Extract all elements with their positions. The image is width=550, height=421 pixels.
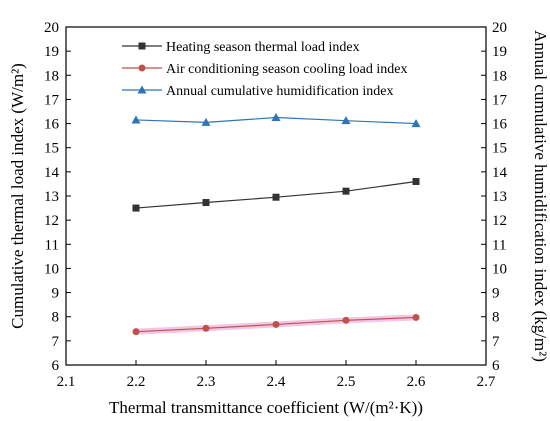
y-right-tick-label: 17 bbox=[492, 92, 508, 108]
data-point bbox=[342, 316, 350, 324]
data-point bbox=[202, 324, 210, 332]
y-left-tick-label: 20 bbox=[44, 20, 59, 36]
legend-label: Annual cumulative humidification index bbox=[166, 84, 393, 99]
legend: Heating season thermal load index Air con… bbox=[122, 40, 407, 99]
data-point bbox=[132, 328, 140, 336]
x-tick-label: 2.3 bbox=[197, 374, 216, 390]
y-right-tick-label: 13 bbox=[492, 189, 507, 205]
y-right-tick-label: 18 bbox=[492, 68, 507, 84]
data-point bbox=[272, 320, 280, 328]
data-point bbox=[137, 85, 147, 94]
legend-item: Air conditioning season cooling load ind… bbox=[122, 62, 407, 77]
data-point bbox=[342, 187, 350, 195]
y-right-tick-label: 9 bbox=[492, 286, 500, 302]
y-left-tick-label: 11 bbox=[45, 237, 59, 253]
y-left-tick-label: 17 bbox=[44, 92, 60, 108]
y-left-tick-label: 13 bbox=[44, 189, 59, 205]
data-point bbox=[412, 178, 420, 186]
y-left-tick-label: 18 bbox=[44, 68, 59, 84]
y-right-tick-label: 8 bbox=[492, 310, 500, 326]
data-point bbox=[201, 117, 211, 126]
y-left-tick-label: 12 bbox=[44, 213, 59, 229]
x-tick-label: 2.7 bbox=[477, 374, 496, 390]
y-left-tick-label: 6 bbox=[52, 358, 60, 374]
legend-item: Heating season thermal load index bbox=[122, 40, 360, 55]
data-point bbox=[271, 113, 281, 122]
plot-frame bbox=[65, 26, 487, 366]
data-point bbox=[412, 313, 420, 321]
y-left-tick-label: 7 bbox=[52, 334, 60, 350]
y-right-tick-label: 12 bbox=[492, 213, 507, 229]
x-tick-label: 2.6 bbox=[407, 374, 426, 390]
data-point bbox=[138, 42, 146, 50]
y-right-axis-title: Annual cumulative humidification index (… bbox=[531, 30, 550, 362]
data-point bbox=[132, 204, 140, 212]
y-right-tick-label: 7 bbox=[492, 334, 500, 350]
y-left-tick-label: 14 bbox=[44, 165, 60, 181]
legend-item: Annual cumulative humidification index bbox=[122, 84, 393, 99]
x-tick-label: 2.1 bbox=[57, 374, 76, 390]
data-point bbox=[272, 193, 280, 201]
data-point bbox=[341, 116, 351, 125]
series-2 bbox=[132, 313, 420, 336]
series-layer bbox=[131, 113, 421, 336]
y-right-tick-label: 16 bbox=[492, 117, 508, 133]
y-right-tick-label: 6 bbox=[492, 358, 500, 374]
y-left-tick-label: 9 bbox=[52, 286, 60, 302]
legend-label: Heating season thermal load index bbox=[166, 40, 360, 55]
y-left-tick-labels: 6 7 8 9 10 11 12 13 14 15 16 17 18 19 20 bbox=[44, 20, 60, 374]
x-tick-labels: 2.1 2.2 2.3 2.4 2.5 2.6 2.7 bbox=[57, 374, 496, 390]
y-right-tick-label: 14 bbox=[492, 165, 508, 181]
x-axis-title: Thermal transmittance coefficient (W/(m²… bbox=[109, 398, 423, 417]
data-point bbox=[131, 115, 141, 124]
y-right-tick-label: 15 bbox=[492, 141, 507, 157]
y-right-tick-label: 19 bbox=[492, 44, 507, 60]
y-right-tick-label: 10 bbox=[492, 261, 507, 277]
y-left-tick-label: 10 bbox=[44, 261, 59, 277]
y-right-tick-labels: 6 7 8 9 10 11 12 13 14 15 16 17 18 19 20 bbox=[492, 20, 508, 374]
series-3 bbox=[131, 113, 421, 128]
y-right-tick-label: 20 bbox=[492, 20, 507, 36]
series-1 bbox=[132, 178, 420, 212]
data-point bbox=[138, 64, 146, 72]
data-point bbox=[202, 199, 210, 207]
y-left-tick-label: 16 bbox=[44, 117, 60, 133]
y-left-tick-label: 19 bbox=[44, 44, 59, 60]
x-tick-label: 2.4 bbox=[267, 374, 286, 390]
data-point bbox=[411, 119, 421, 128]
y-left-tick-label: 15 bbox=[44, 141, 59, 157]
y-left-axis-title: Cumulative thermal load index (W/m²) bbox=[8, 63, 27, 329]
x-tick-label: 2.2 bbox=[127, 374, 146, 390]
y-right-tick-label: 11 bbox=[492, 237, 506, 253]
legend-label: Air conditioning season cooling load ind… bbox=[166, 62, 407, 77]
y-left-tick-label: 8 bbox=[52, 310, 60, 326]
x-tick-label: 2.5 bbox=[337, 374, 356, 390]
